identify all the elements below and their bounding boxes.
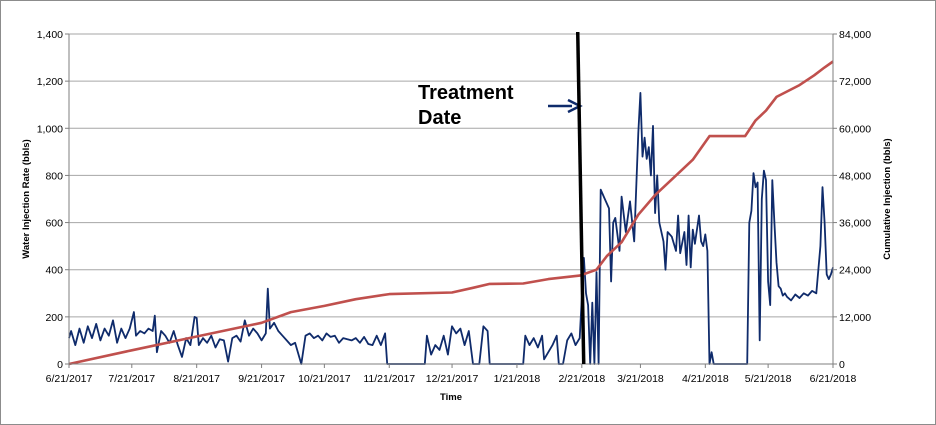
- cumulative-injection-line: [68, 60, 834, 366]
- y-tick-label: 600: [45, 218, 63, 230]
- x-tick-label: 12/21/2017: [426, 373, 479, 385]
- y-tick-label: 1,200: [37, 76, 63, 88]
- y-tick-label: 1,000: [37, 123, 63, 135]
- y-tick-label: 1,400: [37, 29, 63, 41]
- y2-tick-label: 0: [839, 359, 845, 371]
- annotation-line-1: Treatment: [418, 82, 514, 104]
- treatment-annotation: Treatment Date: [418, 82, 583, 129]
- x-tick-label: 11/21/2017: [363, 373, 415, 385]
- tick-labels: 0 200 400 600 800 1,000 1,200 1,400 0 12,000 24,00…: [37, 29, 872, 385]
- x-tick-label: 9/21/2017: [238, 373, 285, 385]
- x-tick-label: 3/21/2018: [617, 373, 664, 385]
- y-axis-title: Water Injection Rate (bbls): [21, 139, 32, 258]
- x-tick-label: 7/21/2017: [108, 373, 155, 385]
- annotation-line-2: Date: [418, 107, 461, 129]
- x-tick-label: 5/21/2018: [745, 373, 792, 385]
- y-tick-label: 200: [45, 312, 63, 324]
- treatment-date-line: [575, 31, 586, 365]
- y2-tick-label: 12,000: [839, 312, 871, 324]
- y-tick-label: 0: [57, 359, 63, 371]
- gridlines: [69, 33, 833, 318]
- y-tick-label: 400: [45, 265, 63, 277]
- y2-tick-label: 48,000: [839, 170, 871, 182]
- water-injection-rate-line: [68, 92, 834, 365]
- x-tick-label: 8/21/2017: [173, 373, 220, 385]
- x-tick-label: 6/21/2018: [810, 373, 857, 385]
- x-tick-label: 4/21/2018: [682, 373, 729, 385]
- y2-tick-label: 72,000: [839, 76, 871, 88]
- y2-tick-label: 60,000: [839, 123, 871, 135]
- x-tick-label: 2/21/2018: [558, 373, 605, 385]
- x-tick-label: 6/21/2017: [46, 373, 93, 385]
- x-tick-label: 1/21/2018: [494, 373, 541, 385]
- x-axis-title: Time: [440, 392, 462, 403]
- x-tick-label: 10/21/2017: [298, 373, 351, 385]
- y2-tick-label: 24,000: [839, 265, 871, 277]
- y-tick-label: 800: [45, 170, 63, 182]
- y2-axis-title: Cumulative Injection (bbls): [882, 138, 893, 259]
- y2-tick-label: 84,000: [839, 29, 871, 41]
- y2-tick-label: 36,000: [839, 218, 871, 230]
